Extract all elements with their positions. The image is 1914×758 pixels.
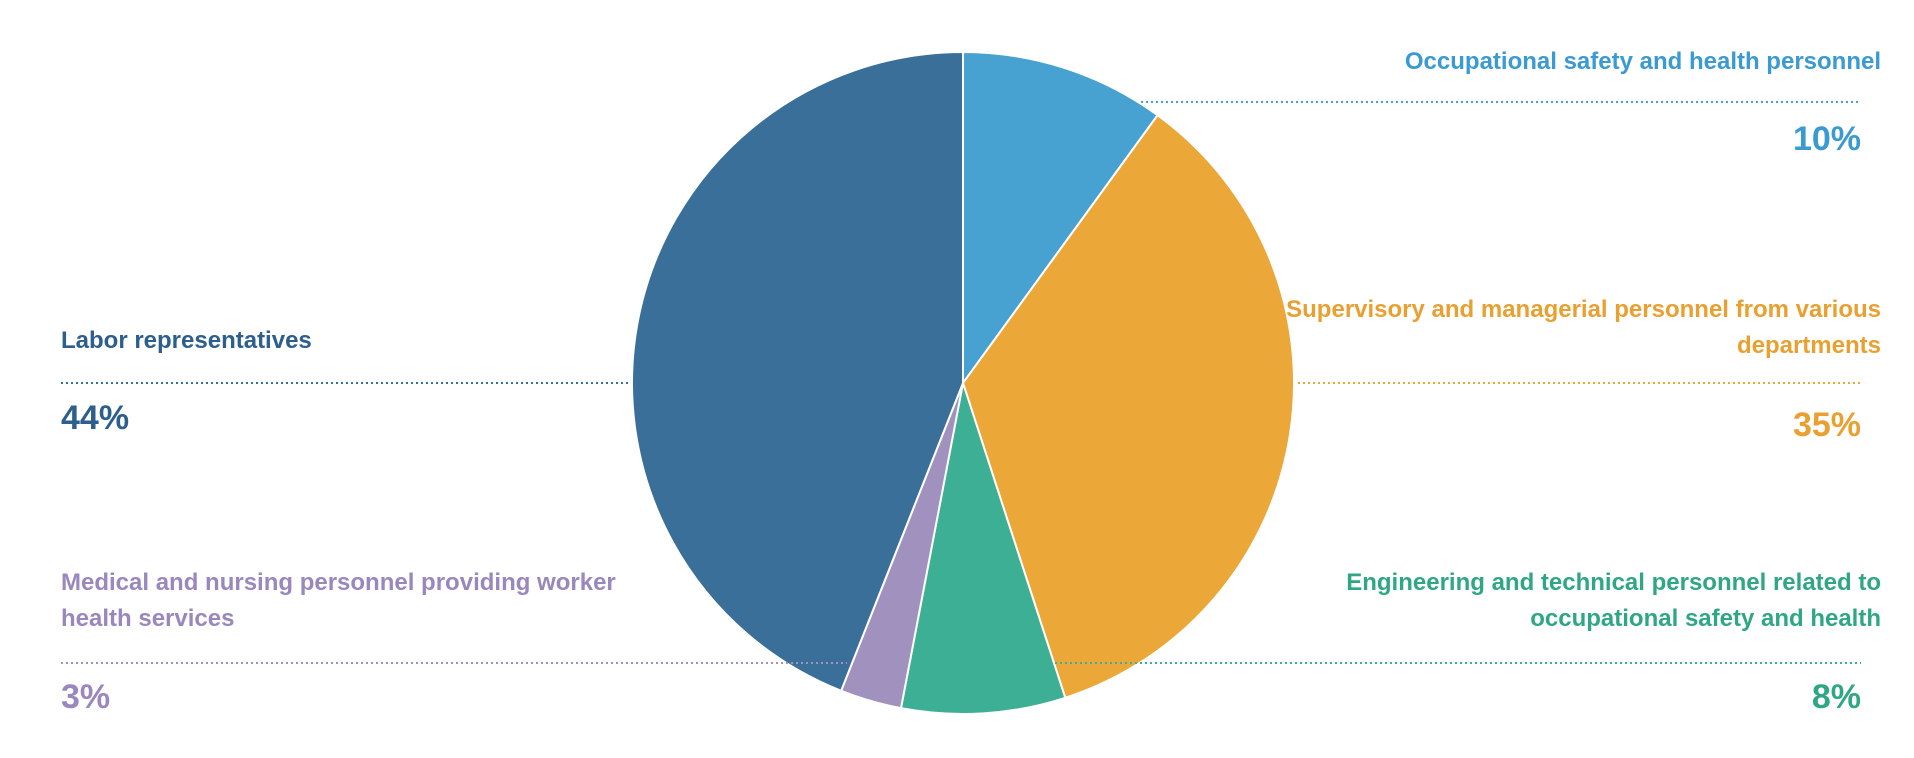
slice-label: Occupational safety and health personnel [1404, 48, 1881, 75]
value-label: 3% [61, 678, 111, 716]
value-label: 10% [1792, 120, 1861, 158]
slice-label: Labor representatives [61, 327, 312, 354]
pie-slice [961, 113, 1296, 700]
pie-slice [631, 50, 964, 693]
pie-slice [899, 382, 1067, 715]
slice-label: Medical and nursing personnel providing … [61, 569, 616, 632]
slice-label: Supervisory and managerial personnel fro… [1286, 296, 1881, 359]
pie-slice [962, 50, 1159, 387]
value-label: 44% [61, 399, 130, 437]
value-label: 8% [1811, 678, 1861, 716]
slice-label: Engineering and technical personnel rela… [1346, 569, 1881, 632]
value-label: 35% [1792, 406, 1861, 444]
